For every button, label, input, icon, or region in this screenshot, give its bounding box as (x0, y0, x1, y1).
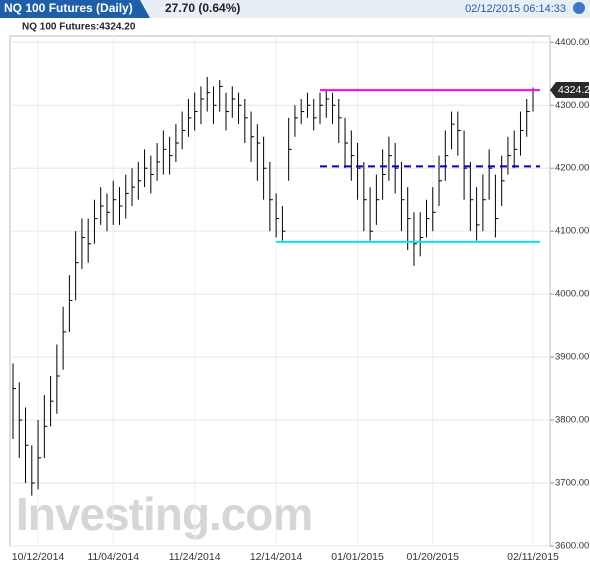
y-tick-label: 3600.00 (555, 541, 589, 552)
plot-frame (9, 35, 551, 547)
x-tick-label: 02/11/2015 (507, 551, 559, 563)
y-tick-label: 3800.00 (555, 415, 589, 426)
y-tick-label: 4200.00 (555, 163, 589, 174)
watermark: Investing.com (16, 488, 312, 540)
y-tick-label: 3900.00 (555, 352, 589, 363)
header-title: NQ 100 Futures (Daily) (4, 1, 133, 15)
y-tick-label: 4400.00 (555, 37, 589, 48)
x-tick-label: 10/12/2014 (12, 551, 65, 563)
x-tick-label: 12/14/2014 (250, 551, 303, 563)
header-timestamp: 02/12/2015 06:14:33 (465, 3, 566, 15)
header-icon (573, 2, 585, 14)
y-tick-label: 4000.00 (555, 289, 589, 300)
last-price-tag (550, 82, 589, 99)
x-tick-label: 11/04/2014 (87, 551, 139, 563)
last-price-label: 4324.2 (558, 84, 590, 96)
x-tick-label: 11/24/2014 (169, 551, 221, 563)
x-tick-label: 01/20/2015 (406, 551, 459, 563)
y-tick-label: 3700.00 (555, 478, 589, 489)
y-tick-label: 4100.00 (555, 226, 589, 237)
subtitle: NQ 100 Futures:4324.20 (22, 22, 136, 33)
y-tick-label: 4300.00 (555, 100, 589, 111)
header-tab (0, 0, 150, 18)
x-tick-label: 01/01/2015 (331, 551, 384, 563)
header-change: 27.70 (0.64%) (165, 1, 240, 15)
